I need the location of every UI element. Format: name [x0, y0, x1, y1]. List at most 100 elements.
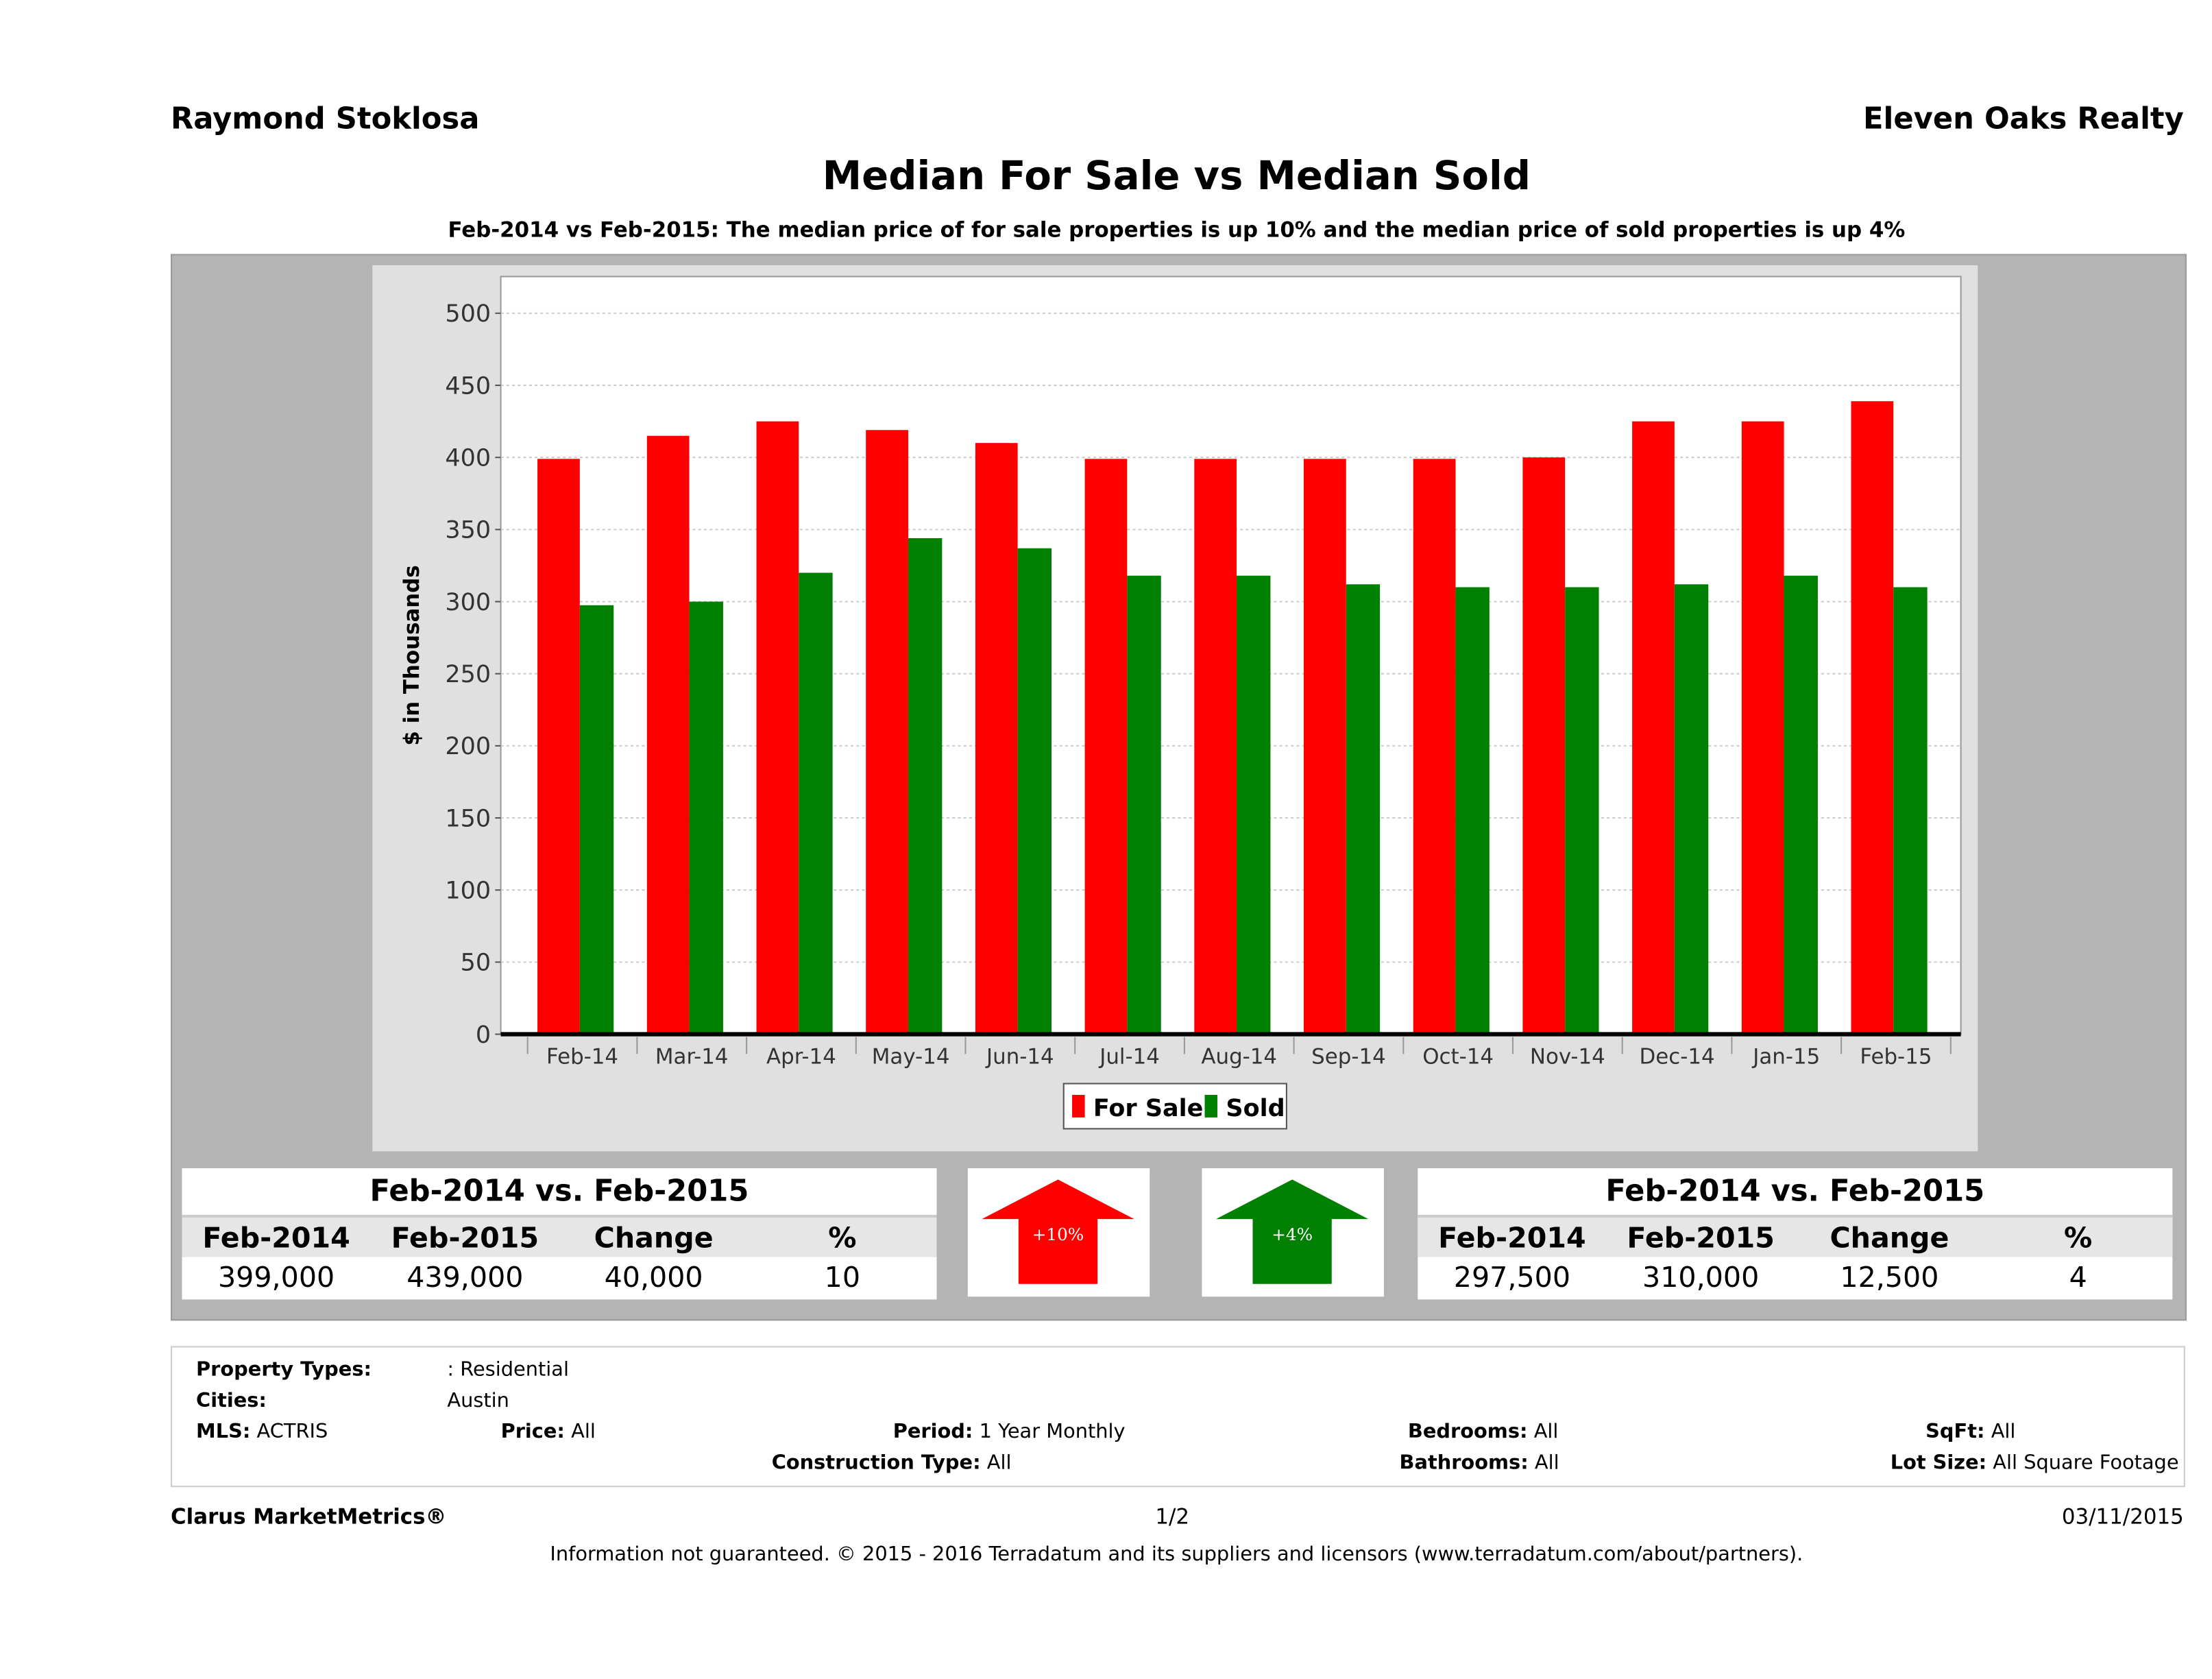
for-sale-bar	[1413, 459, 1456, 1035]
y-tick-label: 50	[461, 950, 491, 977]
bedrooms-label: Bedrooms:	[1407, 1421, 1528, 1444]
col-header: Feb-2014	[1438, 1220, 1586, 1255]
legend-label: Sold	[1226, 1095, 1285, 1122]
sold-comparison-table: Feb-2014 vs. Feb-2015 Feb-2014 Feb-2015 …	[1418, 1168, 2173, 1300]
for-sale-bar	[866, 430, 908, 1035]
y-tick-label: 150	[445, 805, 491, 832]
y-axis-label: $ in Thousands	[400, 565, 424, 745]
report-date: 03/11/2015	[2061, 1503, 2184, 1530]
for-sale-comparison-table: Feb-2014 vs. Feb-2015 Feb-2014 Feb-2015 …	[182, 1168, 937, 1300]
sold-bar	[689, 601, 723, 1035]
y-tick-label: 200	[445, 733, 491, 760]
period-label: Period:	[892, 1421, 973, 1444]
chart-title: Median For Sale vs Median Sold	[822, 152, 1531, 200]
legend-swatch	[1204, 1095, 1218, 1118]
legend	[1062, 1083, 1287, 1130]
cell: 310,000	[1642, 1259, 1760, 1294]
lot-size-label: Lot Size:	[1890, 1451, 1987, 1475]
for-sale-bar	[1741, 421, 1784, 1035]
x-tick-label: Nov-14	[1530, 1045, 1605, 1070]
x-tick-label: Feb-15	[1860, 1045, 1932, 1070]
y-tick-label: 450	[445, 372, 491, 400]
sold-change-label: +4%	[1272, 1224, 1313, 1244]
y-tick-label: 350	[445, 517, 491, 544]
mls-value: ACTRIS	[256, 1421, 328, 1444]
cities-label: Cities:	[196, 1390, 267, 1413]
page-number: 1/2	[1155, 1503, 1190, 1530]
col-header: Change	[1830, 1220, 1949, 1255]
up-arrow-icon: +4%	[1215, 1179, 1369, 1284]
price-label: Price:	[500, 1421, 565, 1444]
table-heading: Feb-2014 vs. Feb-2015	[369, 1174, 749, 1208]
sold-bar	[579, 605, 614, 1035]
cell: 297,500	[1453, 1259, 1571, 1294]
bathrooms-label: Bathrooms:	[1399, 1451, 1529, 1475]
for-sale-bar	[1194, 459, 1237, 1035]
x-tick-label: Oct-14	[1422, 1045, 1494, 1070]
for-sale-bar	[1084, 459, 1128, 1035]
sold-bar	[1127, 575, 1161, 1035]
y-tick-label: 100	[445, 878, 491, 905]
legend-label: For Sale	[1093, 1095, 1203, 1122]
x-tick-label: Jun-14	[985, 1045, 1054, 1070]
cell: 12,500	[1840, 1259, 1939, 1294]
x-tick-label: Sep-14	[1311, 1045, 1386, 1070]
table-heading: Feb-2014 vs. Feb-2015	[1605, 1174, 1985, 1208]
for-sale-bar	[1851, 401, 1894, 1035]
property-types-value: : Residential	[447, 1358, 569, 1381]
x-tick-label: Apr-14	[766, 1045, 836, 1070]
sqft-label: SqFt:	[1925, 1421, 1985, 1444]
cell: 10	[824, 1259, 861, 1294]
col-header: Feb-2014	[202, 1220, 350, 1255]
bedrooms-value: All	[1533, 1421, 1559, 1444]
for-sale-change-label: +10%	[1032, 1224, 1084, 1244]
x-tick-label: Aug-14	[1201, 1045, 1277, 1070]
cities-value: Austin	[447, 1390, 509, 1413]
cell: 40,000	[604, 1259, 703, 1294]
sold-bar	[799, 572, 833, 1035]
sold-bar	[1893, 587, 1928, 1035]
sold-bar	[1674, 584, 1709, 1035]
y-tick-label: 500	[445, 300, 491, 328]
y-tick-label: 250	[445, 661, 491, 688]
y-tick-label: 0	[476, 1022, 491, 1049]
col-header: %	[2064, 1220, 2093, 1255]
mls-label: MLS:	[196, 1421, 251, 1444]
x-tick-label: Feb-14	[546, 1045, 618, 1070]
filter-info-panel: Property Types: : Residential Cities: Au…	[171, 1346, 2185, 1488]
x-tick-label: Jan-15	[1751, 1045, 1820, 1070]
for-sale-bar	[756, 421, 799, 1035]
agent-name: Raymond Stoklosa	[171, 101, 480, 136]
sold-bar	[1565, 587, 1599, 1035]
sold-bar	[1237, 575, 1271, 1035]
y-tick-label: 300	[445, 589, 491, 616]
cell: 399,000	[217, 1259, 335, 1294]
col-header: Feb-2015	[1627, 1220, 1775, 1255]
brand: Clarus MarketMetrics®	[171, 1503, 447, 1530]
sold-bar	[1784, 575, 1818, 1035]
sold-bar	[908, 537, 943, 1035]
for-sale-arrow-box: +10%	[967, 1168, 1150, 1297]
sold-bar	[1346, 584, 1381, 1035]
up-arrow-icon: +10%	[982, 1179, 1134, 1284]
y-tick-label: 400	[445, 445, 491, 472]
cell: 4	[2069, 1259, 2087, 1294]
price-value: All	[571, 1421, 596, 1444]
construction-value: All	[986, 1451, 1012, 1475]
sold-arrow-box: +4%	[1202, 1168, 1384, 1297]
sold-bar	[1455, 587, 1490, 1035]
disclaimer: Information not guaranteed. © 2015 - 201…	[550, 1543, 1803, 1567]
period-value: 1 Year Monthly	[979, 1421, 1126, 1444]
col-header: Feb-2015	[391, 1220, 539, 1255]
for-sale-bar	[646, 435, 690, 1035]
for-sale-bar	[1522, 457, 1566, 1035]
x-tick-label: May-14	[872, 1045, 950, 1070]
col-header: Change	[594, 1220, 714, 1255]
x-tick-label: Jul-14	[1098, 1045, 1160, 1070]
sold-bar	[1017, 548, 1052, 1035]
for-sale-bar	[1304, 459, 1346, 1035]
for-sale-bar	[537, 459, 580, 1035]
lot-size-value: All Square Footage	[1993, 1451, 2179, 1475]
bar-chart: 0 50 100 150 200 250 300 350 400 450 500 $ in Thous…	[400, 276, 1962, 1130]
property-types-label: Property Types:	[196, 1358, 372, 1381]
